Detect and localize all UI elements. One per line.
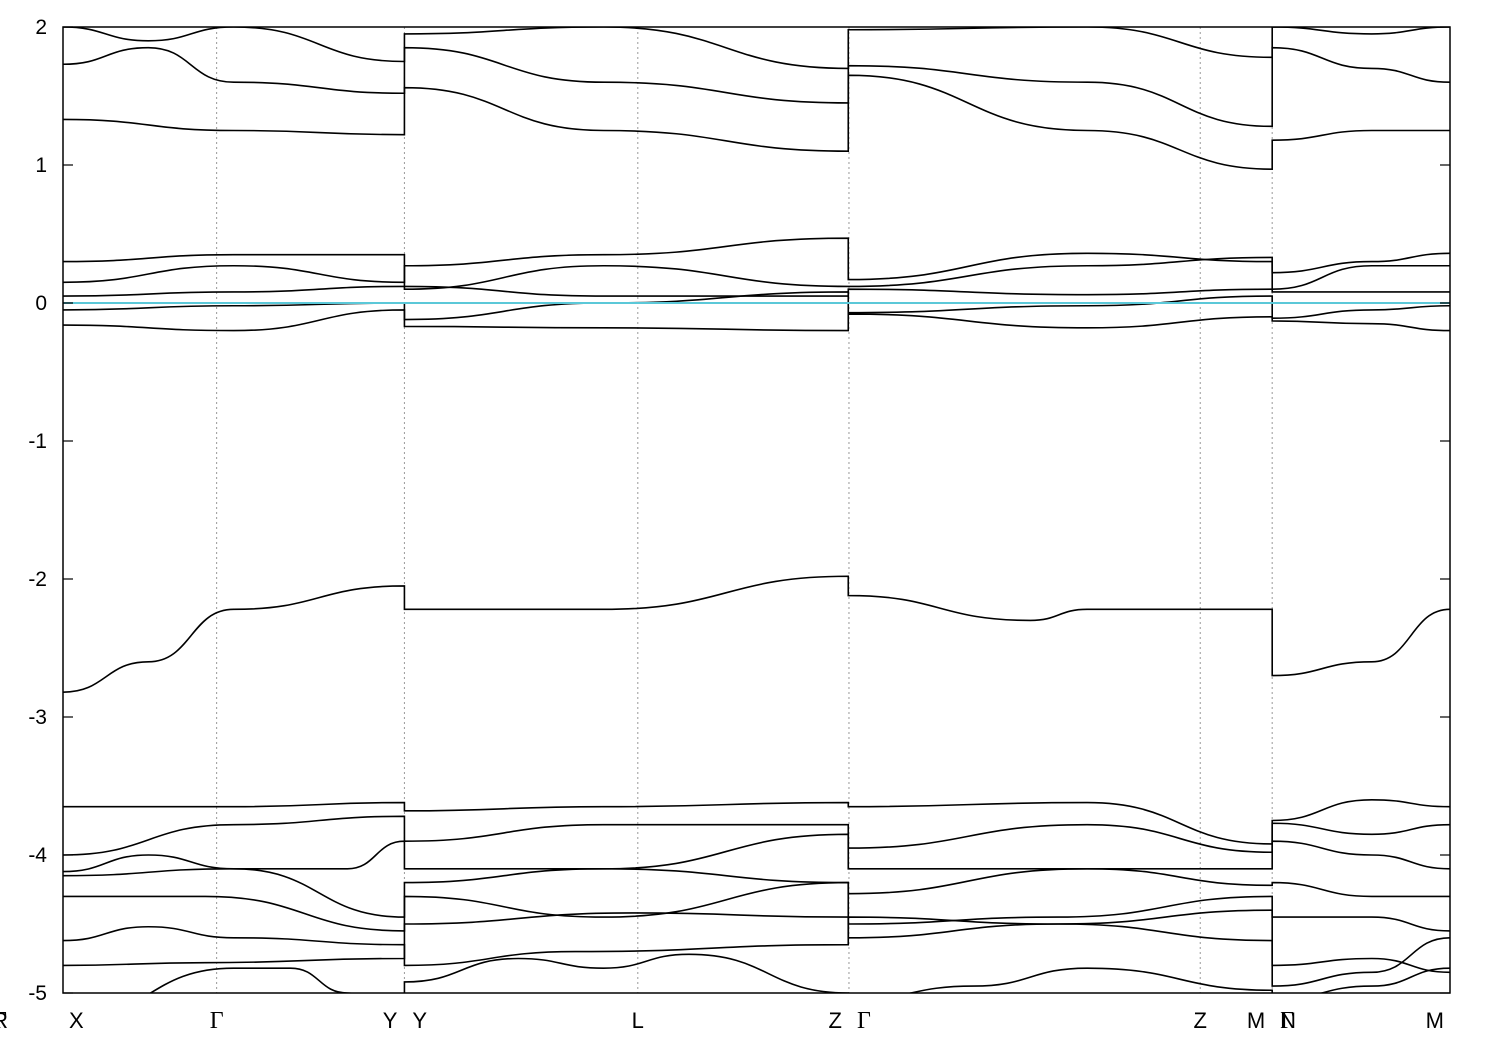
band-line-9	[63, 309, 1450, 332]
band-line-1	[63, 909, 1450, 987]
kpoint-label-r: R	[0, 1008, 8, 1033]
x-axis-kpoint-labels: XΓYLΓZNΓMRΓYZM	[0, 1008, 1444, 1034]
ytick-label: -2	[28, 568, 47, 591]
band-line-7	[63, 798, 1450, 845]
kpoint-label-n: N	[1280, 1008, 1296, 1033]
band-line-17	[149, 953, 1450, 993]
kpoint-label-gamma: Γ	[857, 1008, 871, 1034]
ytick-label: 0	[35, 292, 47, 315]
kpoint-label-y: Y	[412, 1008, 427, 1033]
kpoint-label-z: Z	[829, 1008, 842, 1033]
band-line-15	[63, 46, 1450, 128]
band-line-3	[63, 881, 1450, 932]
ytick-label: -4	[28, 844, 47, 867]
y-axis-ticks: 2 1 0 -1 -2 -3 -4 -5	[28, 16, 1450, 1005]
band-line-4	[63, 867, 1450, 918]
band-line-6	[63, 815, 1450, 856]
kpoint-label-gamma: Γ	[210, 1008, 224, 1034]
ytick-label: -1	[28, 430, 47, 453]
kpoint-label-y: Y	[383, 1008, 398, 1033]
kpoint-label-gamma: Γ	[1280, 1008, 1294, 1034]
band-line-2	[63, 912, 1450, 974]
ytick-label: 1	[35, 154, 47, 177]
band-lines	[63, 27, 1450, 993]
band-line-13	[63, 253, 1450, 291]
ytick-label: -5	[28, 982, 47, 1005]
kpoint-label-m: M	[1247, 1008, 1265, 1033]
kpoint-gridlines	[216, 27, 1273, 993]
kpoint-label-m: M	[1426, 1008, 1444, 1033]
band-line-12	[63, 237, 1450, 284]
band-line-16	[63, 27, 1450, 70]
ytick-label: -3	[28, 706, 47, 729]
plot-frame	[62, 26, 1451, 994]
ytick-label: 2	[35, 16, 47, 39]
kpoint-label-x: X	[69, 1008, 84, 1033]
band-line-14	[63, 74, 1450, 170]
band-line-5	[63, 833, 1450, 873]
kpoint-label-l: L	[632, 1008, 644, 1033]
band-line-11	[63, 285, 1450, 297]
kpoint-label-gamma: Γ	[0, 1008, 7, 1034]
band-line-10	[63, 291, 1450, 321]
band-line-8	[63, 575, 1450, 693]
kpoint-label-z: Z	[1194, 1008, 1207, 1033]
